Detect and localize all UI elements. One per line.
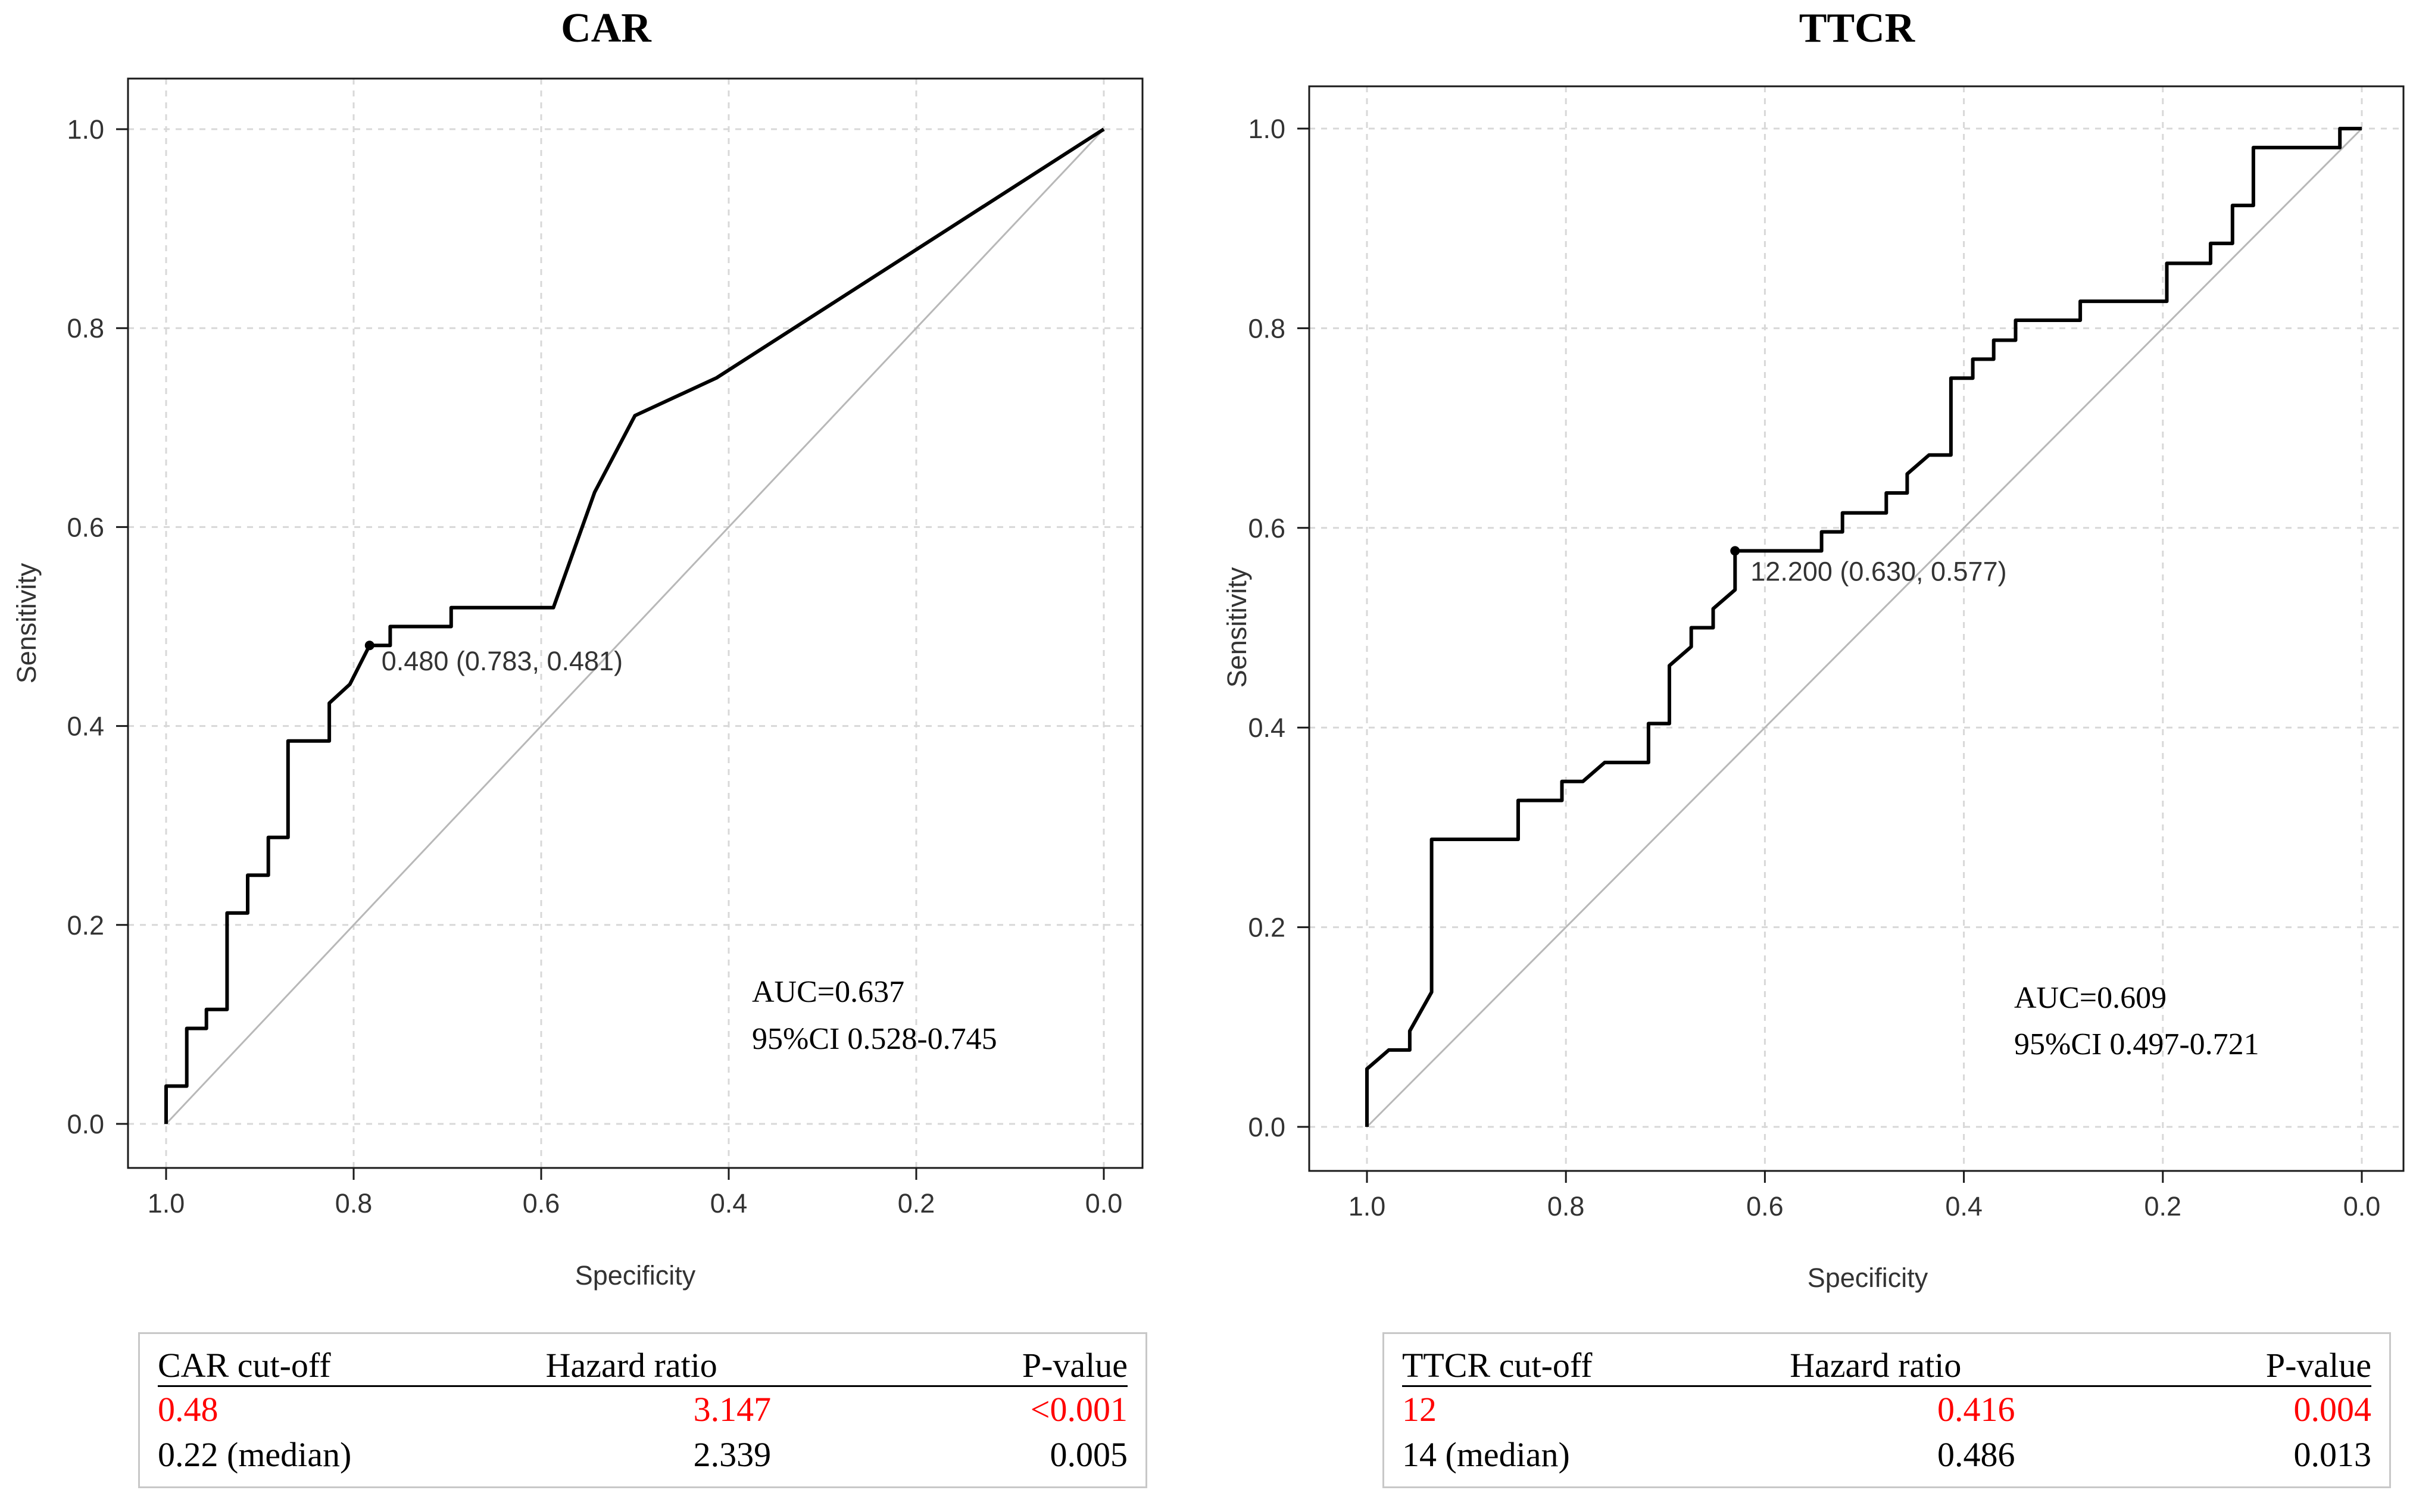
x-tick-label: 0.6 (1746, 1191, 1784, 1222)
p-value-cell: 0.005 (1050, 1435, 1128, 1474)
table-header-row: TTCR cut-off Hazard ratio P-value (1402, 1347, 2371, 1387)
column-header: CAR cut-off (158, 1347, 546, 1387)
x-tick-label: 0.6 (523, 1188, 560, 1219)
x-tick-label: 0.8 (335, 1188, 373, 1219)
table-row: 0.48 3.147 <0.001 (158, 1386, 1128, 1433)
cutoff-cell: 0.22 (median) (158, 1435, 352, 1474)
y-tick-label: 1.0 (1248, 114, 1285, 144)
x-tick-label: 0.4 (710, 1188, 748, 1219)
hazard-ratio-cell: 0.416 (1937, 1390, 2015, 1429)
y-tick-label: 0.0 (1248, 1112, 1285, 1142)
p-value-cell: <0.001 (1030, 1390, 1128, 1429)
ttcr-cutoff-table: TTCR cut-off Hazard ratio P-value 12 0.4… (1382, 1332, 2391, 1488)
chart-title: CAR (561, 5, 652, 51)
column-header: TTCR cut-off (1402, 1347, 1790, 1387)
x-tick-label: 0.4 (1945, 1191, 1983, 1222)
reference-diagonal (165, 128, 1105, 1125)
y-tick-label: 0.2 (1248, 913, 1285, 943)
auc-text: AUC=0.609 (2014, 981, 2167, 1015)
y-axis-label: Sensitivity (1222, 567, 1252, 688)
cutoff-cell: 14 (median) (1402, 1435, 1570, 1474)
y-tick-label: 0.4 (67, 711, 104, 742)
y-tick-label: 0.0 (67, 1109, 104, 1139)
column-header: Hazard ratio (545, 1347, 895, 1387)
column-header: P-value (2139, 1347, 2371, 1387)
x-tick-label: 1.0 (1348, 1191, 1386, 1222)
table-row: 12 0.416 0.004 (1402, 1386, 2371, 1433)
y-tick-label: 1.0 (67, 114, 104, 145)
reference-diagonal (1366, 127, 2363, 1128)
y-tick-label: 0.2 (67, 910, 104, 941)
plot-frame (1308, 85, 2405, 1172)
plot-frame (127, 77, 1144, 1169)
column-header: P-value (895, 1347, 1128, 1387)
x-axis-label: Specificity (1808, 1263, 1928, 1293)
column-header: Hazard ratio (1790, 1347, 2139, 1387)
roc-curve (164, 127, 1105, 1124)
x-tick-label: 1.0 (148, 1188, 185, 1219)
car-roc-chart: CAR 1.0 0.8 0.6 0.4 0.2 0.0 0.0 0.2 0.4 0.6 0.8 1.0… (11, 5, 1144, 1291)
y-tick-label: 0.8 (67, 313, 104, 343)
cutoff-cell: 12 (1402, 1390, 1437, 1429)
table-header-row: CAR cut-off Hazard ratio P-value (158, 1347, 1128, 1387)
x-tick-label: 0.0 (1085, 1188, 1123, 1219)
y-tick-label: 0.8 (1248, 313, 1285, 343)
y-axis-label: Sensitivity (11, 563, 42, 683)
y-tick-label: 0.6 (1248, 513, 1285, 543)
hazard-ratio-cell: 3.147 (693, 1390, 772, 1429)
x-axis-label: Specificity (575, 1260, 696, 1291)
p-value-cell: 0.013 (2293, 1435, 2372, 1474)
hazard-ratio-cell: 0.486 (1937, 1435, 2015, 1474)
ci-text: 95%CI 0.528-0.745 (752, 1022, 997, 1056)
optimal-cutoff-point (1730, 546, 1740, 556)
table-row: 14 (median) 0.486 0.013 (1402, 1432, 2371, 1477)
x-tick-label: 0.2 (898, 1188, 935, 1219)
chart-title: TTCR (1799, 5, 1916, 51)
car-cutoff-table: CAR cut-off Hazard ratio P-value 0.48 3.… (138, 1332, 1147, 1488)
roc-curve (1365, 127, 2362, 1127)
optimal-point-label: 12.200 (0.630, 0.577) (1750, 556, 2006, 586)
x-tick-label: 0.8 (1547, 1191, 1585, 1222)
x-tick-label: 0.2 (2144, 1191, 2182, 1222)
ttcr-roc-chart: TTCR 1.0 0.8 0.6 0.4 0.2 0.0 0.0 0.2 0.4 0.6 0.8 1.… (1222, 5, 2405, 1293)
auc-text: AUC=0.637 (752, 975, 904, 1009)
p-value-cell: 0.004 (2293, 1390, 2372, 1429)
cutoff-cell: 0.48 (158, 1390, 218, 1429)
optimal-cutoff-point (364, 641, 374, 651)
optimal-point-label: 0.480 (0.783, 0.481) (382, 646, 623, 676)
x-tick-label: 0.0 (2343, 1191, 2381, 1222)
y-tick-label: 0.4 (1248, 713, 1285, 743)
y-tick-label: 0.6 (67, 512, 104, 542)
table-row: 0.22 (median) 2.339 0.005 (158, 1432, 1128, 1477)
ci-text: 95%CI 0.497-0.721 (2014, 1027, 2259, 1061)
hazard-ratio-cell: 2.339 (693, 1435, 772, 1474)
